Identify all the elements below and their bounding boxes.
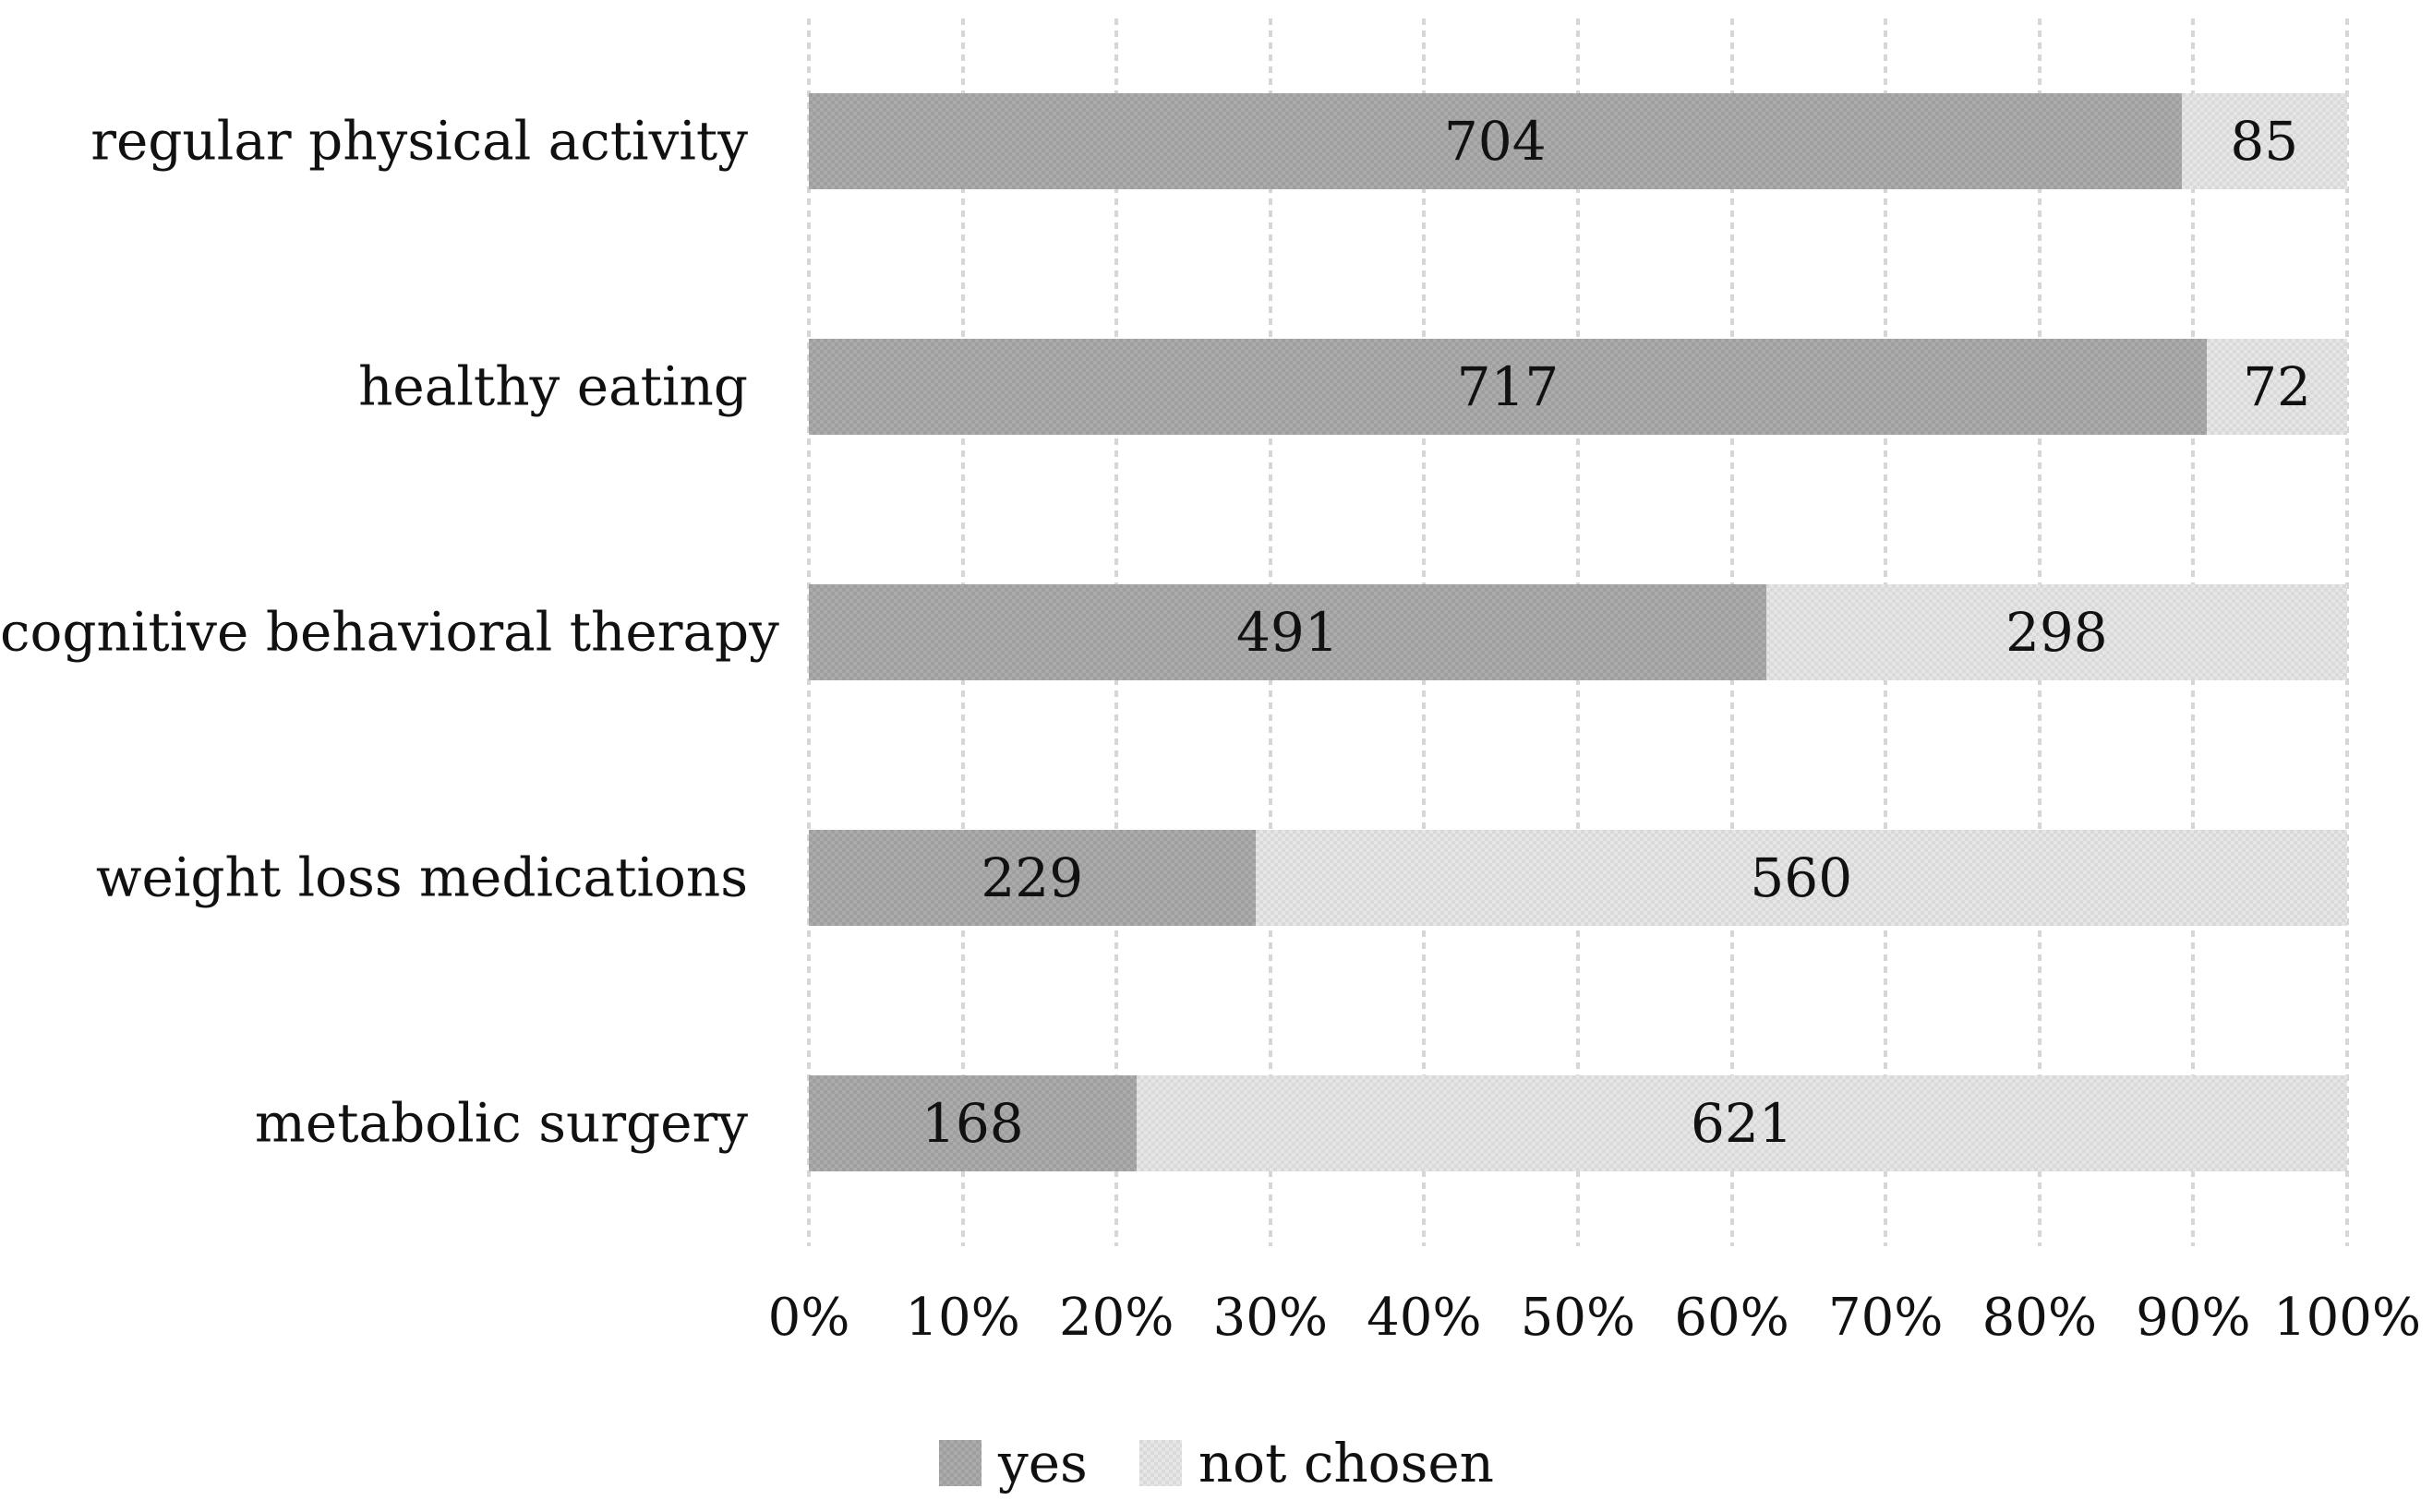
bar-segment-yes: 717 [809,339,2207,435]
x-axis-tick-label: 0% [767,1288,850,1348]
plot-area: 704 85 717 72 491 298 229 560 168 621 [807,18,2349,1246]
bar-row: 168 621 [809,1001,2347,1246]
value-label-not-chosen: 621 [1691,1092,1793,1155]
value-label-not-chosen: 560 [1750,846,1853,909]
value-label-not-chosen: 298 [2005,601,2108,664]
x-axis-tick-label: 30% [1212,1288,1329,1348]
stacked-bar: 491 298 [809,584,2347,680]
bar-segment-yes: 491 [809,584,1766,680]
category-label: healthy eating [358,354,748,418]
value-label-yes: 229 [981,846,1084,909]
x-axis-tick-label: 20% [1058,1288,1174,1348]
legend: yes not chosen [0,1426,2433,1500]
legend-item-yes: yes [938,1432,1088,1494]
x-axis-tick-label: 10% [905,1288,1020,1348]
bar-segment-not-chosen: 298 [1765,584,2347,680]
x-axis-tick-label: 80% [1981,1288,2098,1348]
value-label-not-chosen: 72 [2243,355,2311,418]
category-label: weight loss medications [95,846,748,909]
category-label: cognitive behavioral therapy [0,600,779,664]
bar-row: 704 85 [809,18,2347,264]
x-axis-tick-label: 50% [1520,1288,1636,1348]
bar-segment-not-chosen: 560 [1255,830,2347,926]
value-label-yes: 168 [921,1092,1024,1155]
stacked-bar: 229 560 [809,830,2347,926]
value-label-yes: 717 [1456,355,1560,418]
value-label-yes: 491 [1236,601,1339,664]
value-label-yes: 704 [1443,110,1547,173]
legend-yes-swatch-icon [938,1440,982,1486]
legend-yes-label: yes [997,1432,1088,1494]
bar-row: 717 72 [809,264,2347,510]
x-axis-tick-label: 60% [1674,1288,1789,1348]
category-label: regular physical activity [90,109,748,173]
gridline-100% [2345,18,2349,1246]
stacked-bar: 168 621 [809,1075,2347,1171]
bar-segment-not-chosen: 621 [1136,1075,2347,1171]
x-axis-tick-label: 100% [2272,1288,2422,1348]
category-label: metabolic surgery [254,1091,748,1155]
bar-segment-not-chosen: 72 [2206,339,2347,435]
stacked-bar: 704 85 [809,93,2347,189]
x-axis-tick-label: 90% [2136,1288,2251,1348]
bar-segment-yes: 229 [809,830,1256,926]
bar-segment-yes: 168 [809,1075,1137,1171]
bar-row: 229 560 [809,755,2347,1001]
value-label-not-chosen: 85 [2230,110,2299,173]
legend-not-chosen-label: not chosen [1198,1432,1495,1494]
stacked-bar: 717 72 [809,339,2347,435]
legend-item-not-chosen: not chosen [1138,1432,1495,1494]
x-axis-tick-label: 70% [1827,1288,1944,1348]
x-axis-tick-label: 40% [1367,1288,1482,1348]
legend-not-chosen-swatch-icon [1138,1440,1182,1486]
bar-row: 491 298 [809,510,2347,755]
bar-segment-not-chosen: 85 [2181,93,2347,189]
bar-segment-yes: 704 [809,93,2182,189]
